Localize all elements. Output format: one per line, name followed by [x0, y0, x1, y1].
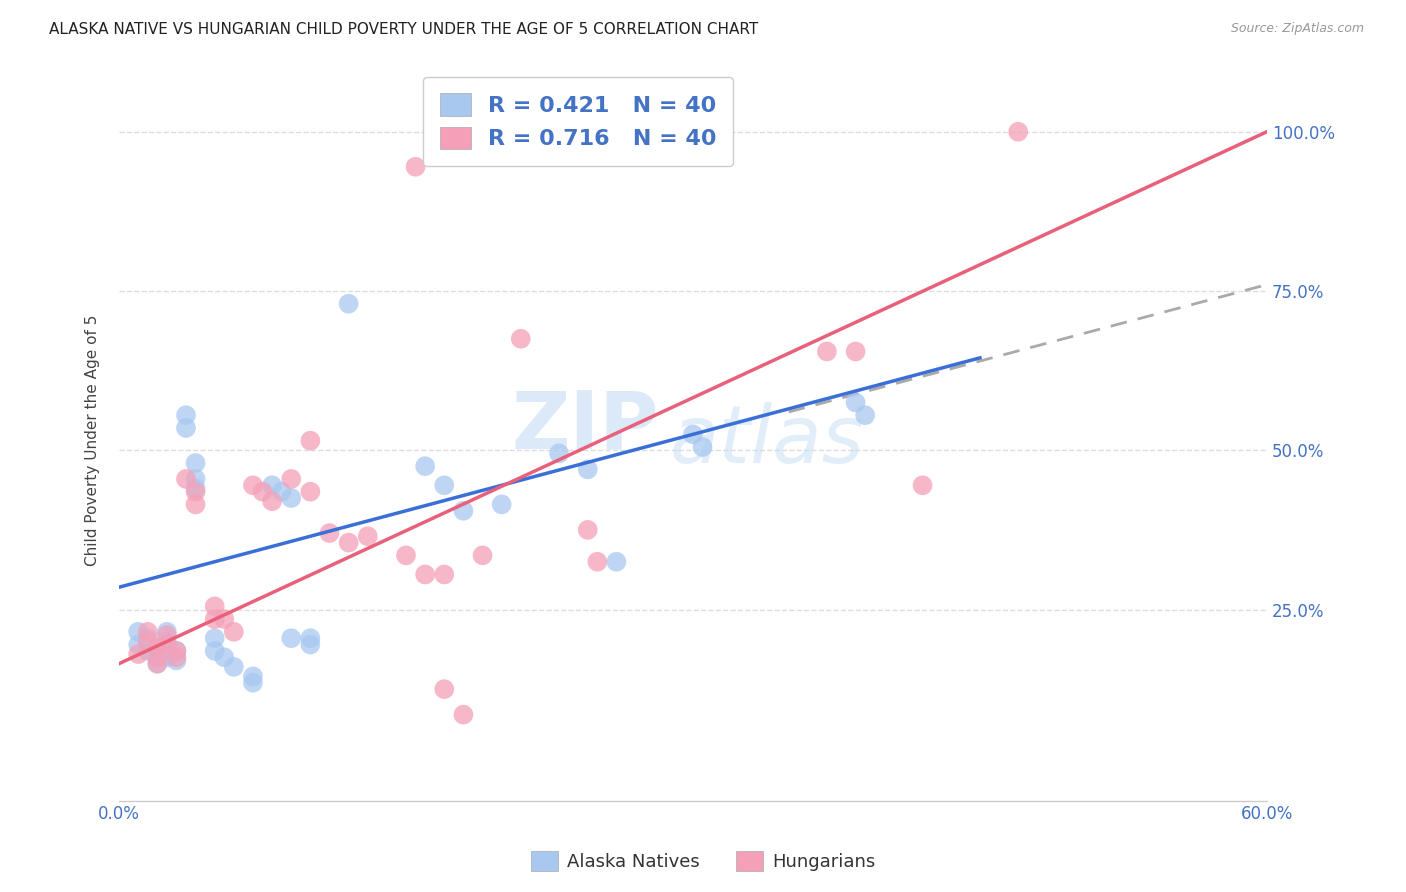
- Point: [548, 446, 571, 460]
- Point: [453, 504, 475, 518]
- Point: [433, 478, 456, 492]
- Point: [214, 650, 236, 665]
- Point: [453, 707, 475, 722]
- Point: [471, 549, 494, 563]
- Point: [184, 456, 207, 470]
- Point: [433, 567, 456, 582]
- Point: [165, 653, 187, 667]
- Point: [136, 624, 159, 639]
- Point: [204, 599, 226, 614]
- Point: [184, 497, 207, 511]
- Text: atlas: atlas: [671, 401, 865, 480]
- Text: ZIP: ZIP: [512, 387, 658, 466]
- Point: [222, 660, 245, 674]
- Point: [911, 478, 934, 492]
- Point: [845, 344, 868, 359]
- Point: [318, 526, 340, 541]
- Point: [262, 494, 284, 508]
- Point: [136, 634, 159, 648]
- Point: [242, 478, 264, 492]
- Point: [576, 462, 599, 476]
- Point: [127, 647, 149, 661]
- Point: [576, 523, 599, 537]
- Point: [280, 491, 302, 505]
- Point: [156, 634, 179, 648]
- Point: [586, 555, 609, 569]
- Point: [299, 434, 322, 448]
- Point: [299, 631, 322, 645]
- Point: [845, 395, 868, 409]
- Text: ALASKA NATIVE VS HUNGARIAN CHILD POVERTY UNDER THE AGE OF 5 CORRELATION CHART: ALASKA NATIVE VS HUNGARIAN CHILD POVERTY…: [49, 22, 758, 37]
- Point: [146, 650, 169, 665]
- Point: [413, 459, 436, 474]
- Point: [156, 650, 179, 665]
- Point: [184, 472, 207, 486]
- Point: [395, 549, 418, 563]
- Point: [156, 628, 179, 642]
- Point: [405, 160, 427, 174]
- Point: [242, 669, 264, 683]
- Point: [280, 472, 302, 486]
- Point: [605, 555, 627, 569]
- Point: [413, 567, 436, 582]
- Point: [136, 631, 159, 645]
- Point: [174, 472, 197, 486]
- Point: [299, 484, 322, 499]
- Text: Source: ZipAtlas.com: Source: ZipAtlas.com: [1230, 22, 1364, 36]
- Legend: Alaska Natives, Hungarians: Alaska Natives, Hungarians: [523, 844, 883, 879]
- Point: [136, 644, 159, 658]
- Point: [491, 497, 513, 511]
- Point: [242, 675, 264, 690]
- Point: [146, 657, 169, 671]
- Point: [252, 484, 274, 499]
- Point: [433, 682, 456, 697]
- Point: [270, 484, 292, 499]
- Point: [509, 332, 531, 346]
- Point: [337, 296, 360, 310]
- Y-axis label: Child Poverty Under the Age of 5: Child Poverty Under the Age of 5: [86, 315, 100, 566]
- Point: [165, 644, 187, 658]
- Point: [156, 624, 179, 639]
- Point: [127, 624, 149, 639]
- Point: [357, 529, 380, 543]
- Point: [156, 638, 179, 652]
- Point: [165, 644, 187, 658]
- Point: [146, 640, 169, 655]
- Point: [174, 408, 197, 422]
- Point: [204, 631, 226, 645]
- Point: [222, 624, 245, 639]
- Point: [280, 631, 302, 645]
- Point: [815, 344, 838, 359]
- Point: [692, 440, 714, 454]
- Point: [204, 644, 226, 658]
- Point: [1007, 125, 1029, 139]
- Point: [682, 427, 704, 442]
- Point: [146, 657, 169, 671]
- Legend: R = 0.421   N = 40, R = 0.716   N = 40: R = 0.421 N = 40, R = 0.716 N = 40: [423, 77, 733, 166]
- Point: [165, 650, 187, 665]
- Point: [184, 482, 207, 496]
- Point: [853, 408, 876, 422]
- Point: [127, 638, 149, 652]
- Point: [299, 638, 322, 652]
- Point: [146, 650, 169, 665]
- Point: [337, 535, 360, 549]
- Point: [262, 478, 284, 492]
- Point: [174, 421, 197, 435]
- Point: [204, 612, 226, 626]
- Point: [214, 612, 236, 626]
- Point: [184, 484, 207, 499]
